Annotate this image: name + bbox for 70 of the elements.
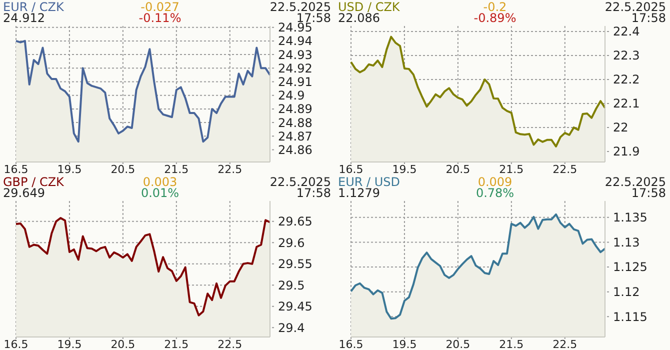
y-tick-label: 22.1 [613, 96, 640, 111]
y-tick-label: 22.3 [613, 48, 640, 63]
text: 22.5.2025 [270, 175, 331, 189]
text: 17:58 [631, 186, 666, 200]
y-tick-label: 1.13 [613, 235, 640, 250]
x-tick-label: 19.5 [392, 163, 417, 176]
y-tick-label: 24.95 [278, 20, 312, 35]
y-tick-label: 29.5 [278, 278, 305, 292]
y-tick-label: 24.94 [278, 34, 312, 48]
x-tick-label: 16.5 [338, 338, 364, 350]
x-tick-label: 21.5 [499, 163, 524, 176]
y-tick-label: 22.2 [613, 72, 640, 87]
y-tick-label: 22.4 [613, 24, 640, 39]
chart-title: USD / CZK [338, 0, 401, 14]
y-tick-label: 1.115 [613, 310, 648, 324]
chart-subtitle: 29.649 [3, 186, 45, 200]
chart-title: EUR / CZK [3, 0, 65, 14]
y-tick-label: 24.91 [278, 74, 312, 89]
y-tick-label: 29.4 [278, 320, 305, 335]
text: 0.78% [476, 186, 514, 200]
y-tick-label: 29.6 [278, 236, 305, 250]
text: 0.003 [142, 175, 178, 189]
text: -0.89% [474, 11, 516, 25]
x-tick-label: 20.5 [110, 163, 136, 176]
x-tick-label: 21.5 [164, 163, 189, 176]
chart-subtitle: 24.912 [3, 11, 45, 25]
chart-subtitle: 1.1279 [338, 186, 380, 200]
y-tick-label: 24.93 [278, 48, 312, 62]
x-tick-label: 20.5 [446, 338, 470, 350]
x-tick-label: 16.5 [338, 163, 364, 176]
y-tick-label: 29.65 [278, 214, 312, 229]
y-tick-label: 24.86 [278, 142, 312, 157]
y-tick-label: 1.12 [613, 285, 640, 300]
y-tick-label: 29.45 [278, 300, 312, 314]
x-tick-label: 20.5 [446, 163, 470, 176]
x-tick-label: 19.5 [57, 163, 82, 176]
x-tick-label: 21.5 [499, 338, 524, 350]
chart-title: EUR / USD [338, 175, 400, 189]
chart-subtitle: 22.086 [338, 11, 380, 25]
text: -0.11% [138, 11, 182, 25]
text: 17:58 [631, 11, 666, 25]
text: 0.01% [140, 186, 180, 200]
text: -0.2 [483, 0, 507, 14]
x-tick-label: 22.5 [218, 338, 242, 350]
y-tick-label: 1.125 [613, 260, 648, 274]
text: 17:58 [296, 186, 331, 200]
y-tick-label: 24.9 [278, 88, 305, 103]
y-tick-label: 29.55 [278, 257, 312, 272]
text: 22.5.2025 [604, 175, 666, 189]
x-tick-label: 22.5 [218, 163, 242, 176]
y-tick-label: 24.89 [278, 102, 312, 116]
text: -0.027 [140, 0, 180, 14]
text: 22.5.2025 [604, 0, 666, 14]
text: 0.009 [478, 175, 512, 189]
x-tick-label: 16.5 [4, 338, 28, 350]
x-tick-label: 20.5 [110, 338, 136, 350]
x-tick-label: 19.5 [392, 338, 417, 350]
x-tick-label: 21.5 [164, 338, 189, 350]
x-tick-label: 22.5 [552, 163, 578, 176]
chart-title: GBP / CZK [3, 175, 66, 189]
x-tick-label: 16.5 [4, 163, 28, 176]
y-tick-label: 22 [613, 120, 628, 135]
y-tick-label: 21.9 [613, 144, 640, 159]
y-tick-label: 1.135 [613, 210, 648, 225]
y-tick-label: 24.87 [278, 129, 312, 144]
x-tick-label: 19.5 [57, 338, 82, 350]
y-tick-label: 24.88 [278, 116, 312, 130]
text: 22.5.2025 [270, 0, 331, 14]
x-tick-label: 22.5 [552, 338, 578, 350]
y-tick-label: 24.92 [278, 61, 312, 76]
